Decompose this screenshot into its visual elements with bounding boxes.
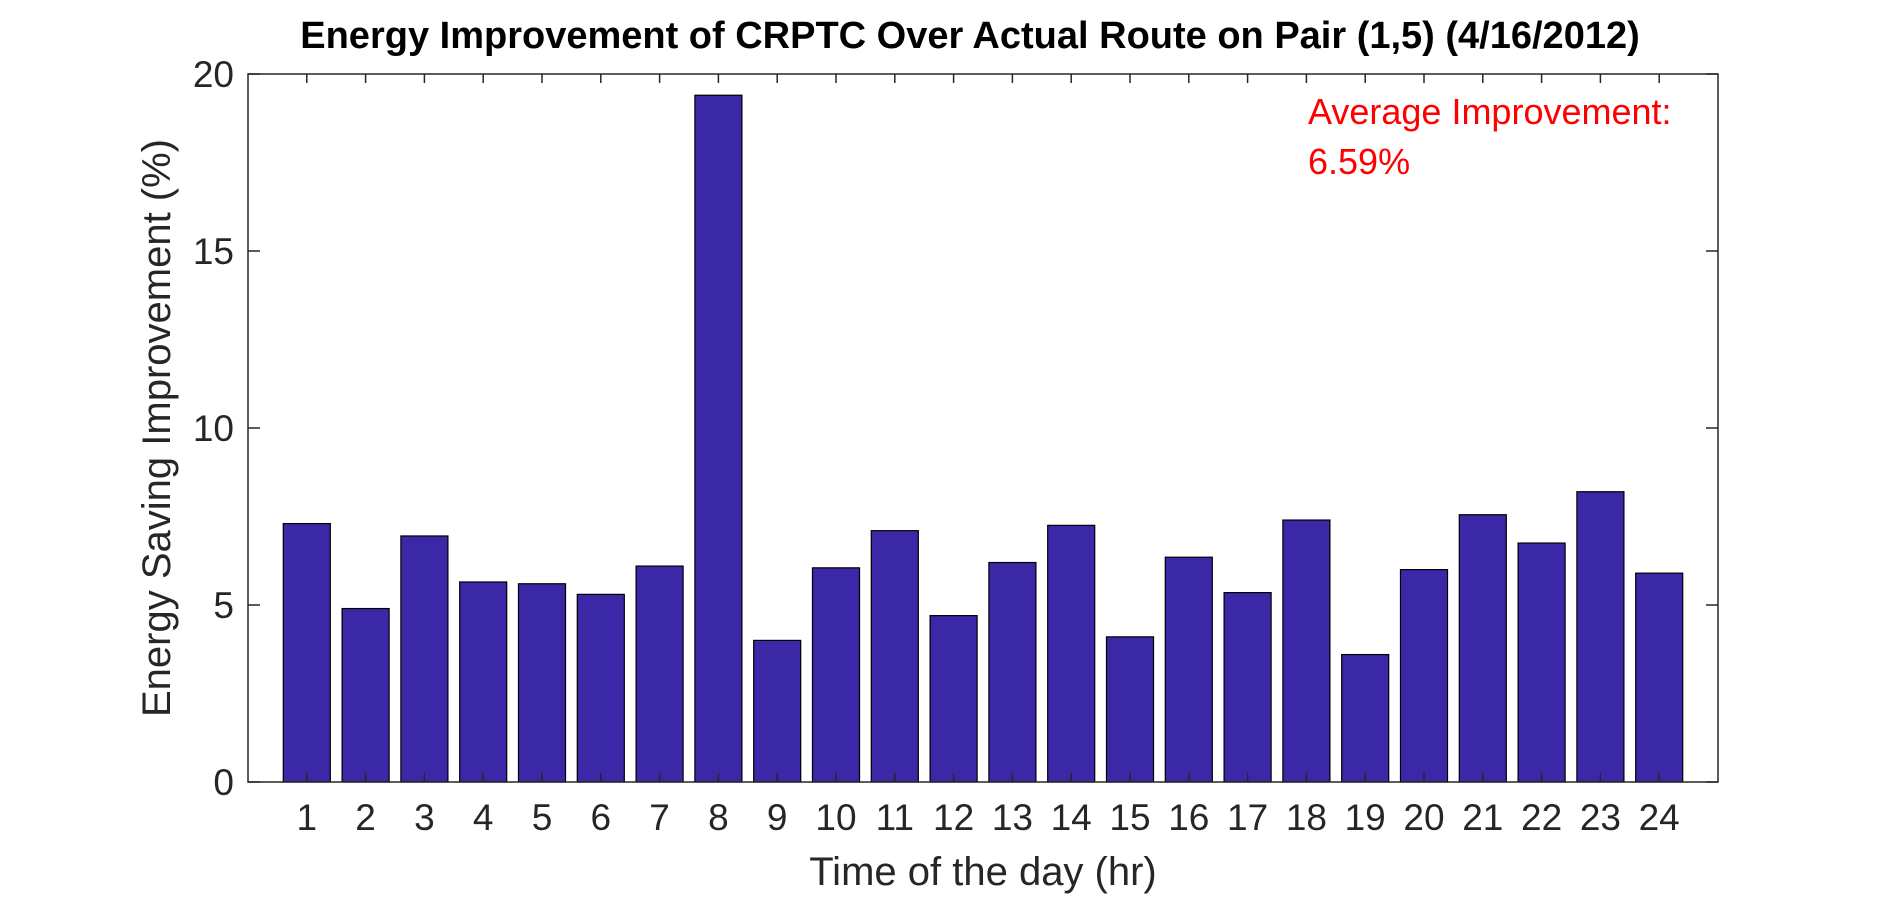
x-tick-label-8: 8 <box>708 797 729 838</box>
y-tick-label-20: 20 <box>193 54 234 95</box>
bar-15 <box>1105 636 1155 783</box>
y-tick-label-15: 15 <box>193 231 234 272</box>
y-tick-label-5: 5 <box>213 585 234 626</box>
bar-24 <box>1635 572 1684 783</box>
x-tick-label-11: 11 <box>876 797 914 838</box>
x-tick-label-22: 22 <box>1521 797 1562 838</box>
bar-5 <box>517 583 567 783</box>
bars-group <box>282 94 1684 783</box>
bar-17 <box>1223 592 1272 783</box>
x-tick-label-23: 23 <box>1580 797 1621 838</box>
bar-18 <box>1282 519 1331 783</box>
y-ticks-group: 0 5 10 15 20 <box>193 54 1718 803</box>
bar-19 <box>1341 653 1390 783</box>
bar-4 <box>459 581 508 783</box>
x-tick-label-13: 13 <box>992 797 1033 838</box>
x-tick-label-15: 15 <box>1109 797 1150 838</box>
bar-12 <box>929 615 978 783</box>
y-axis-label: Energy Saving Improvement (%) <box>135 139 179 717</box>
bar-16 <box>1164 556 1213 783</box>
x-tick-label-10: 10 <box>815 797 856 838</box>
bar-21 <box>1458 514 1507 783</box>
bar-6 <box>576 593 625 783</box>
x-tick-label-1: 1 <box>297 797 318 838</box>
bar-2 <box>341 607 390 783</box>
bar-11 <box>870 530 919 783</box>
annotation-line-1: Average Improvement: <box>1308 91 1672 132</box>
bar-7 <box>635 565 684 783</box>
x-tick-label-14: 14 <box>1051 797 1092 838</box>
y-tick-label-10: 10 <box>193 408 234 449</box>
x-tick-label-3: 3 <box>414 797 435 838</box>
x-tick-label-16: 16 <box>1168 797 1209 838</box>
x-tick-label-6: 6 <box>591 797 612 838</box>
chart-title: Energy Improvement of CRPTC Over Actual … <box>300 15 1640 57</box>
x-tick-label-9: 9 <box>767 797 788 838</box>
bar-9 <box>753 639 802 783</box>
x-tick-label-2: 2 <box>355 797 376 838</box>
annotation-line-2: 6.59% <box>1308 141 1410 182</box>
x-tick-label-21: 21 <box>1462 797 1503 838</box>
x-tick-label-24: 24 <box>1639 797 1680 838</box>
y-tick-label-0: 0 <box>213 762 234 803</box>
x-tick-label-12: 12 <box>933 797 974 838</box>
x-tick-label-5: 5 <box>532 797 553 838</box>
x-tick-label-17: 17 <box>1227 797 1268 838</box>
x-tick-label-7: 7 <box>649 797 670 838</box>
bar-10 <box>811 567 861 783</box>
x-tick-label-18: 18 <box>1286 797 1327 838</box>
bar-22 <box>1517 542 1566 783</box>
bar-14 <box>1047 524 1096 783</box>
bar-20 <box>1399 568 1449 783</box>
bar-1 <box>282 522 331 783</box>
x-tick-label-19: 19 <box>1345 797 1386 838</box>
bar-8 <box>694 94 743 783</box>
x-tick-label-4: 4 <box>473 797 494 838</box>
bar-23 <box>1576 491 1625 783</box>
x-ticks-group: 1 2 3 4 5 6 7 8 9 10 11 12 13 14 15 16 17 18 19 20 21 22 23 24 <box>297 74 1680 838</box>
x-axis-label: Time of the day (hr) <box>809 850 1157 894</box>
bar-13 <box>988 561 1037 783</box>
bar-3 <box>400 535 449 783</box>
x-tick-label-20: 20 <box>1403 797 1444 838</box>
